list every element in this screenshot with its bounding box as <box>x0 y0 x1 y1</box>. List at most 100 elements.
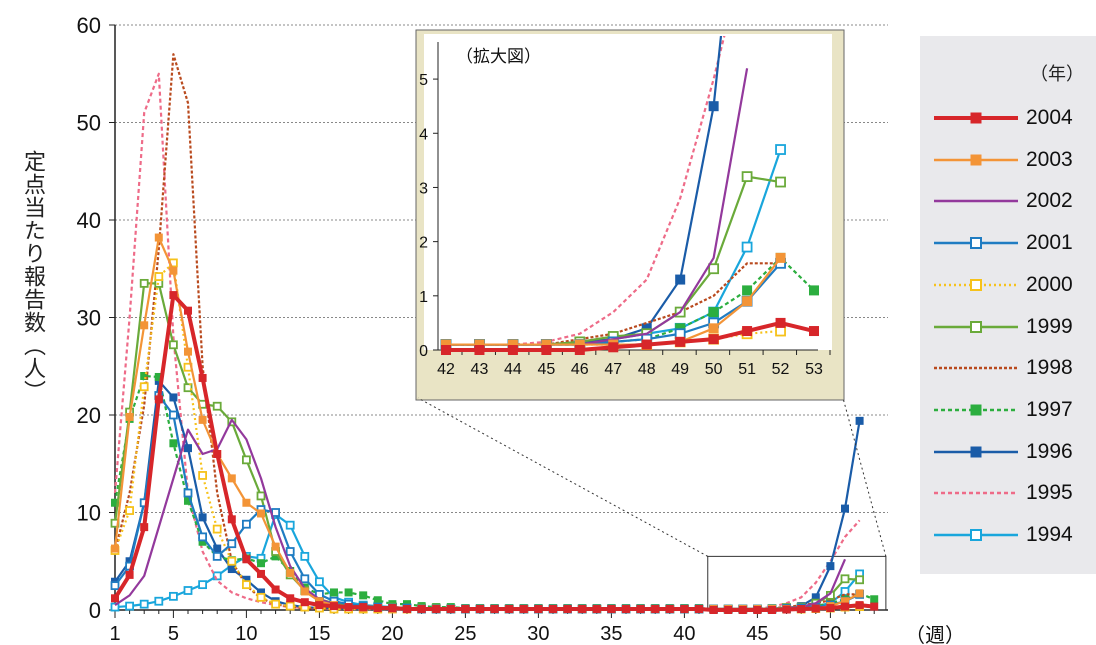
x-tick-label: 30 <box>527 623 549 645</box>
point-2004 <box>490 605 499 614</box>
y-axis-label: 定点当たり報告数（人） <box>21 150 46 403</box>
series-line-2004 <box>446 320 815 352</box>
point-2004 <box>388 604 397 613</box>
point-2004 <box>403 605 411 614</box>
x-tick-label: 50 <box>819 623 841 645</box>
point-1997 <box>742 285 753 296</box>
legend-swatch <box>934 200 1018 203</box>
point-2001 <box>300 574 310 584</box>
legend-label: 2002 <box>1026 189 1073 213</box>
legend-swatch <box>934 529 1018 541</box>
point-2004 <box>607 605 616 614</box>
inset-x-tick-label: 51 <box>738 361 756 378</box>
point-2004 <box>809 326 819 337</box>
point-2004 <box>675 336 686 347</box>
inset-x-tick-label: 43 <box>471 361 489 378</box>
legend: （年） 2004 2003 2002 2001 2000 1999 1998 1997 1996… <box>920 36 1096 574</box>
point-1994 <box>314 577 324 587</box>
point-1994 <box>125 601 134 611</box>
legend-item-1994: 1994 <box>932 521 1073 549</box>
point-1994 <box>285 520 295 530</box>
x-tick-label: 45 <box>746 623 768 645</box>
point-2004 <box>286 594 295 603</box>
point-1996 <box>213 544 222 553</box>
point-2004 <box>441 345 451 355</box>
point-2001 <box>183 488 193 498</box>
point-1994 <box>183 586 193 595</box>
legend-label: 2003 <box>1026 147 1073 171</box>
legend-item-2004: 2004 <box>932 104 1073 132</box>
y-tick-label: 30 <box>77 306 101 331</box>
inset-y-tick-label: 1 <box>419 289 428 306</box>
point-2004 <box>300 598 309 607</box>
legend-swatch <box>934 404 1018 416</box>
point-2004 <box>578 605 587 614</box>
legend-item-2001: 2001 <box>932 229 1073 257</box>
point-2004 <box>461 605 470 614</box>
point-2003 <box>111 544 119 553</box>
point-1994 <box>300 551 310 561</box>
point-1994 <box>741 241 753 253</box>
point-1997 <box>344 588 353 597</box>
point-2001 <box>168 410 178 420</box>
point-2004 <box>855 601 864 610</box>
inset-x-tick-label: 48 <box>638 361 656 378</box>
point-2003 <box>271 542 280 551</box>
y-tick-label: 0 <box>89 598 101 623</box>
point-2004 <box>826 604 835 613</box>
legend-swatch <box>934 366 1018 370</box>
point-2004 <box>534 605 543 614</box>
point-2003 <box>855 589 864 598</box>
point-1996 <box>826 562 835 571</box>
point-1994 <box>775 144 786 155</box>
point-2004 <box>563 605 572 614</box>
point-1996 <box>855 416 864 425</box>
point-1996 <box>841 504 849 513</box>
point-1999 <box>741 171 753 183</box>
legend-label: 1995 <box>1026 481 1073 505</box>
point-2000 <box>198 471 208 480</box>
point-2004 <box>154 395 163 404</box>
point-2001 <box>227 539 237 549</box>
y-tick-label: 40 <box>77 208 101 233</box>
legend-item-1997: 1997 <box>932 396 1073 424</box>
point-2004 <box>198 373 207 382</box>
point-2004 <box>125 570 134 579</box>
inset-x-tick-label: 50 <box>705 361 723 378</box>
point-2000 <box>271 599 281 609</box>
legend-swatch <box>934 492 1018 495</box>
inset-x-tick-label: 45 <box>537 361 555 378</box>
point-1999 <box>840 574 850 584</box>
inset-y-tick-label: 5 <box>419 72 428 89</box>
point-2004 <box>519 605 528 614</box>
x-axis-unit: （週） <box>905 624 965 645</box>
inset-x-tick-label: 49 <box>671 361 689 378</box>
point-1994 <box>139 599 149 609</box>
legend-item-2003: 2003 <box>932 146 1073 174</box>
point-2000 <box>285 601 295 611</box>
legend-swatch <box>934 320 1018 333</box>
point-2003 <box>154 233 163 242</box>
point-1994 <box>154 596 164 606</box>
legend-swatch <box>934 446 1018 458</box>
point-2004 <box>476 605 484 614</box>
point-2004 <box>742 326 753 337</box>
point-2004 <box>636 605 645 614</box>
point-1994 <box>840 587 850 596</box>
point-1994 <box>198 580 208 590</box>
point-2004 <box>373 604 382 613</box>
y-tick-label: 20 <box>77 403 101 428</box>
point-2001 <box>285 547 295 556</box>
point-2004 <box>315 601 324 610</box>
point-2004 <box>242 555 251 564</box>
point-2000 <box>227 556 237 566</box>
point-2001 <box>198 532 208 542</box>
point-2001 <box>110 581 120 591</box>
legend-label: 1996 <box>1026 439 1073 463</box>
point-1999 <box>775 176 786 188</box>
point-1994 <box>212 571 222 581</box>
point-2004 <box>541 345 552 355</box>
inset-x-tick-label: 53 <box>805 361 823 378</box>
point-2000 <box>256 592 266 602</box>
